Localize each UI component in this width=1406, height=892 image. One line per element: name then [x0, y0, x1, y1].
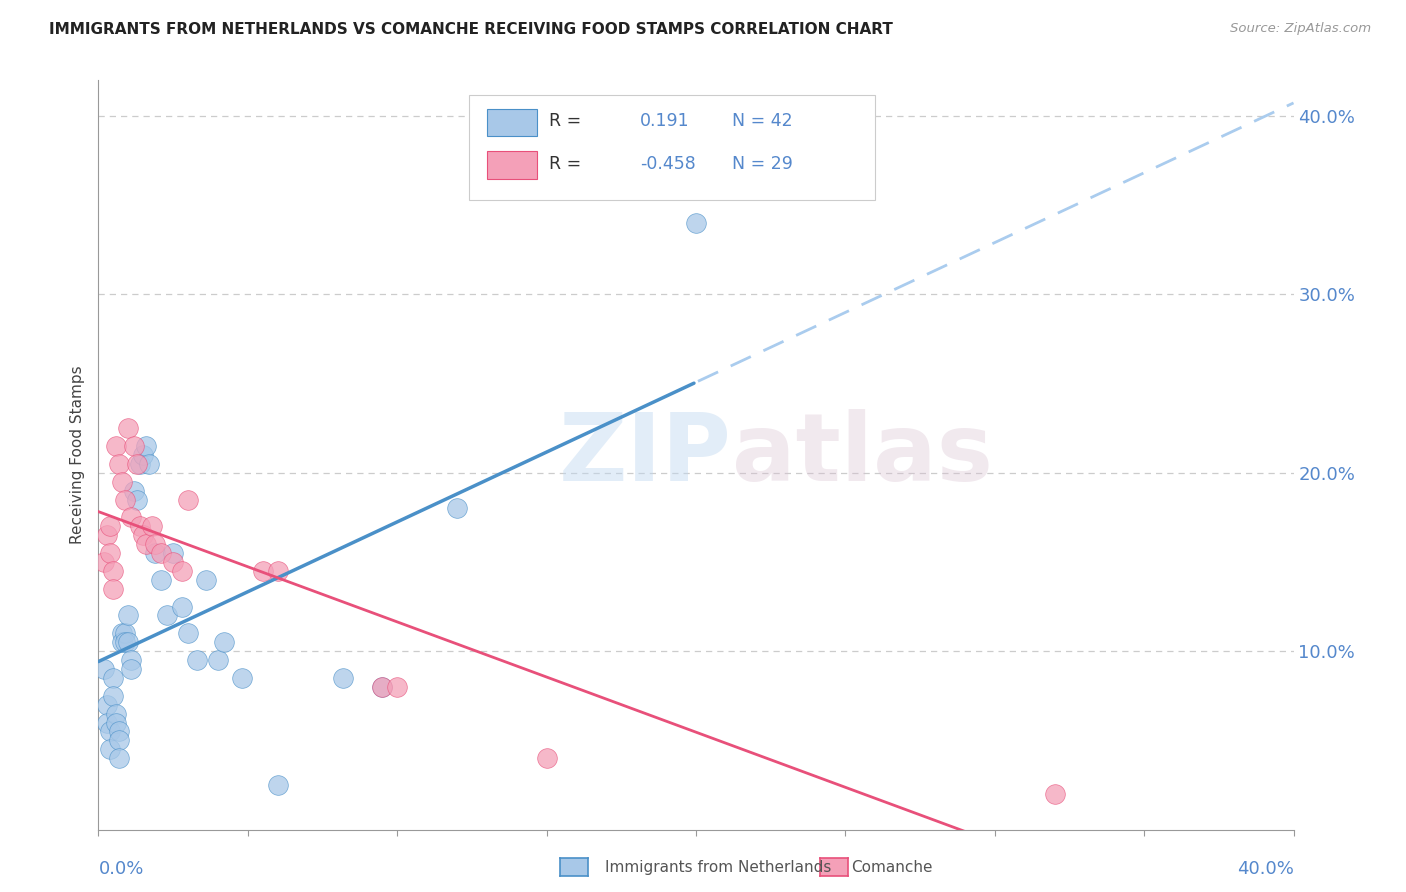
- Point: [1043, 787, 1066, 801]
- Point: [186, 653, 208, 667]
- Text: IMMIGRANTS FROM NETHERLANDS VS COMANCHE RECEIVING FOOD STAMPS CORRELATION CHART: IMMIGRANTS FROM NETHERLANDS VS COMANCHE …: [49, 22, 893, 37]
- Point: [103, 689, 125, 703]
- Point: [143, 546, 166, 560]
- Point: [98, 546, 122, 560]
- Text: N = 29: N = 29: [733, 155, 793, 173]
- Text: N = 42: N = 42: [733, 112, 793, 130]
- Y-axis label: Receiving Food Stamps: Receiving Food Stamps: [70, 366, 86, 544]
- Point: [120, 662, 142, 676]
- Point: [267, 778, 290, 792]
- Point: [117, 635, 139, 649]
- Point: [96, 715, 118, 730]
- Point: [536, 751, 558, 765]
- Point: [93, 555, 115, 569]
- Point: [138, 457, 160, 471]
- Point: [117, 608, 139, 623]
- Point: [150, 573, 173, 587]
- Point: [212, 635, 235, 649]
- Point: [143, 537, 166, 551]
- FancyBboxPatch shape: [470, 95, 876, 200]
- Point: [103, 582, 125, 596]
- Point: [195, 573, 218, 587]
- Point: [103, 564, 125, 578]
- Point: [685, 216, 707, 230]
- Point: [371, 680, 394, 694]
- FancyBboxPatch shape: [486, 109, 537, 136]
- Point: [132, 448, 155, 462]
- Point: [96, 528, 118, 542]
- Point: [141, 519, 163, 533]
- Text: 0.191: 0.191: [640, 112, 689, 130]
- Point: [93, 662, 115, 676]
- Point: [117, 421, 139, 435]
- Point: [108, 457, 131, 471]
- Text: Immigrants from Netherlands: Immigrants from Netherlands: [605, 860, 831, 874]
- Text: 0.0%: 0.0%: [98, 860, 143, 878]
- Point: [172, 564, 194, 578]
- Point: [108, 751, 131, 765]
- Point: [252, 564, 274, 578]
- Point: [124, 439, 146, 453]
- Point: [105, 706, 128, 721]
- Point: [135, 439, 157, 453]
- Point: [231, 671, 253, 685]
- Point: [120, 510, 142, 524]
- Point: [124, 483, 146, 498]
- Point: [120, 653, 142, 667]
- Point: [446, 501, 468, 516]
- Point: [177, 626, 200, 640]
- Point: [98, 742, 122, 756]
- Point: [162, 546, 184, 560]
- Point: [371, 680, 394, 694]
- Point: [111, 626, 134, 640]
- Point: [172, 599, 194, 614]
- Point: [135, 537, 157, 551]
- Point: [207, 653, 229, 667]
- Point: [105, 715, 128, 730]
- Point: [103, 671, 125, 685]
- Text: R =: R =: [548, 112, 581, 130]
- Point: [114, 635, 136, 649]
- Point: [114, 626, 136, 640]
- Text: -0.458: -0.458: [640, 155, 696, 173]
- Point: [111, 635, 134, 649]
- Point: [177, 492, 200, 507]
- Point: [108, 724, 131, 739]
- Point: [132, 528, 155, 542]
- Point: [385, 680, 409, 694]
- Point: [332, 671, 354, 685]
- Text: atlas: atlas: [733, 409, 993, 501]
- Text: Comanche: Comanche: [851, 860, 932, 874]
- Point: [96, 698, 118, 712]
- Point: [129, 519, 152, 533]
- Text: R =: R =: [548, 155, 581, 173]
- Point: [98, 519, 122, 533]
- Point: [105, 439, 128, 453]
- Text: Source: ZipAtlas.com: Source: ZipAtlas.com: [1230, 22, 1371, 36]
- Point: [162, 555, 184, 569]
- Point: [129, 457, 152, 471]
- Point: [98, 724, 122, 739]
- Point: [111, 475, 134, 489]
- Point: [127, 492, 149, 507]
- Point: [150, 546, 173, 560]
- Point: [108, 733, 131, 747]
- Text: ZIP: ZIP: [560, 409, 733, 501]
- Text: 40.0%: 40.0%: [1237, 860, 1294, 878]
- Point: [267, 564, 290, 578]
- Point: [114, 492, 136, 507]
- Point: [156, 608, 179, 623]
- Point: [127, 457, 149, 471]
- FancyBboxPatch shape: [486, 152, 537, 179]
